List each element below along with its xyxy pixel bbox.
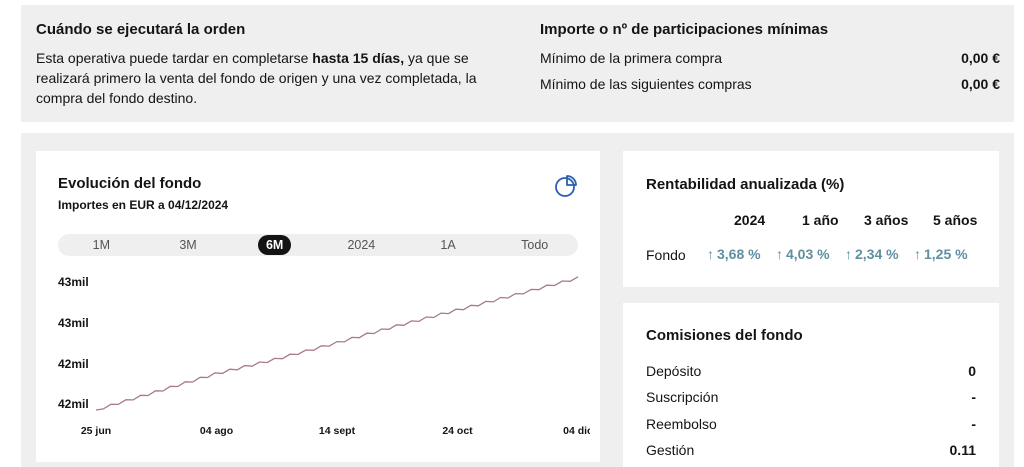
- return-1y-value: 4,03 %: [786, 246, 830, 262]
- minimum-first-label: Mínimo de la primera compra: [540, 50, 723, 66]
- order-title: Cuándo se ejecutará la orden: [36, 21, 246, 38]
- y-tick-label: 42mil: [58, 397, 89, 411]
- minimum-next-row: Mínimo de las siguientes compras 0,00 €: [540, 76, 1000, 92]
- returns-title: Rentabilidad anualizada (%): [646, 176, 845, 193]
- y-tick-label: 43mil: [58, 275, 89, 289]
- fee-label: Depósito: [646, 363, 702, 379]
- arrow-up-icon: ↑: [707, 246, 714, 262]
- fee-row-subscription: Suscripción -: [646, 389, 976, 405]
- tab-2024[interactable]: 2024: [347, 238, 376, 252]
- return-2024: ↑ 3,68 %: [707, 246, 761, 262]
- tab-1a[interactable]: 1A: [440, 238, 456, 252]
- pie-chart-icon[interactable]: [553, 173, 579, 199]
- x-tick-label: 25 jun: [81, 425, 111, 437]
- period-tabs: 1M 3M 6M 2024 1A Todo: [58, 234, 578, 256]
- returns-header-1y: 1 año: [802, 212, 839, 228]
- return-3y: ↑ 2,34 %: [845, 246, 899, 262]
- return-3y-value: 2,34 %: [855, 246, 899, 262]
- fee-row-redemption: Reembolso -: [646, 416, 976, 432]
- returns-header-2024: 2024: [734, 212, 766, 228]
- evolution-title: Evolución del fondo: [58, 175, 202, 192]
- tab-6m[interactable]: 6M: [231, 234, 318, 256]
- arrow-up-icon: ↑: [776, 246, 783, 262]
- return-2024-value: 3,68 %: [717, 246, 761, 262]
- fee-label: Gestión: [646, 442, 695, 458]
- return-1y: ↑ 4,03 %: [776, 246, 830, 262]
- fees-title: Comisiones del fondo: [646, 327, 803, 344]
- order-info-band: [21, 5, 1014, 122]
- fee-value: 0: [968, 363, 976, 379]
- order-text-bold: hasta 15 días,: [312, 50, 405, 66]
- fee-value: 0.11: [949, 442, 976, 458]
- minimum-first-row: Mínimo de la primera compra 0,00 €: [540, 50, 1000, 66]
- series-line: [95, 276, 579, 411]
- x-tick-label: 24 oct: [442, 425, 473, 437]
- arrow-up-icon: ↑: [845, 246, 852, 262]
- fee-row-management: Gestión 0.11: [646, 442, 976, 458]
- returns-card: [623, 151, 999, 287]
- order-text-after: ya que se realizará primero la venta del…: [36, 50, 477, 106]
- minimums-title: Importe o nº de participaciones mínimas: [540, 21, 829, 38]
- minimum-next-label: Mínimo de las siguientes compras: [540, 76, 752, 92]
- fee-label: Suscripción: [646, 389, 719, 405]
- fees-card: [623, 303, 999, 467]
- tab-1m[interactable]: 1M: [92, 238, 111, 252]
- y-tick-label: 43mil: [58, 316, 89, 330]
- y-tick-label: 42mil: [58, 357, 89, 371]
- evolution-card: [36, 151, 600, 462]
- return-5y-value: 1,25 %: [924, 246, 968, 262]
- minimum-next-value: 0,00 €: [961, 76, 1000, 92]
- return-5y: ↑ 1,25 %: [914, 246, 968, 262]
- tab-3m[interactable]: 3M: [179, 238, 197, 252]
- evolution-subtitle: Importes en EUR a 04/12/2024: [58, 198, 229, 212]
- arrow-up-icon: ↑: [914, 246, 921, 262]
- minimum-first-value: 0,00 €: [961, 50, 1000, 66]
- order-description: Esta operativa puede tardar en completar…: [36, 48, 486, 108]
- fee-value: -: [971, 389, 976, 405]
- returns-row-label: Fondo: [646, 247, 686, 263]
- fee-value: -: [971, 416, 976, 432]
- x-tick-label: 14 sept: [319, 425, 356, 437]
- x-tick-label: 04 ago: [200, 425, 233, 437]
- tab-todo[interactable]: Todo: [521, 238, 549, 252]
- order-text-before: Esta operativa puede tardar en completar…: [36, 50, 313, 66]
- fee-row-deposit: Depósito 0: [646, 363, 976, 379]
- fee-label: Reembolso: [646, 416, 717, 432]
- returns-header-3y: 3 años: [864, 212, 909, 228]
- x-tick-label: 04 dic: [563, 425, 590, 437]
- returns-header-5y: 5 años: [933, 212, 978, 228]
- evolution-chart: 43mil 43mil 42mil 42mil 25 jun 04 ago 14 sept…: [58, 275, 590, 437]
